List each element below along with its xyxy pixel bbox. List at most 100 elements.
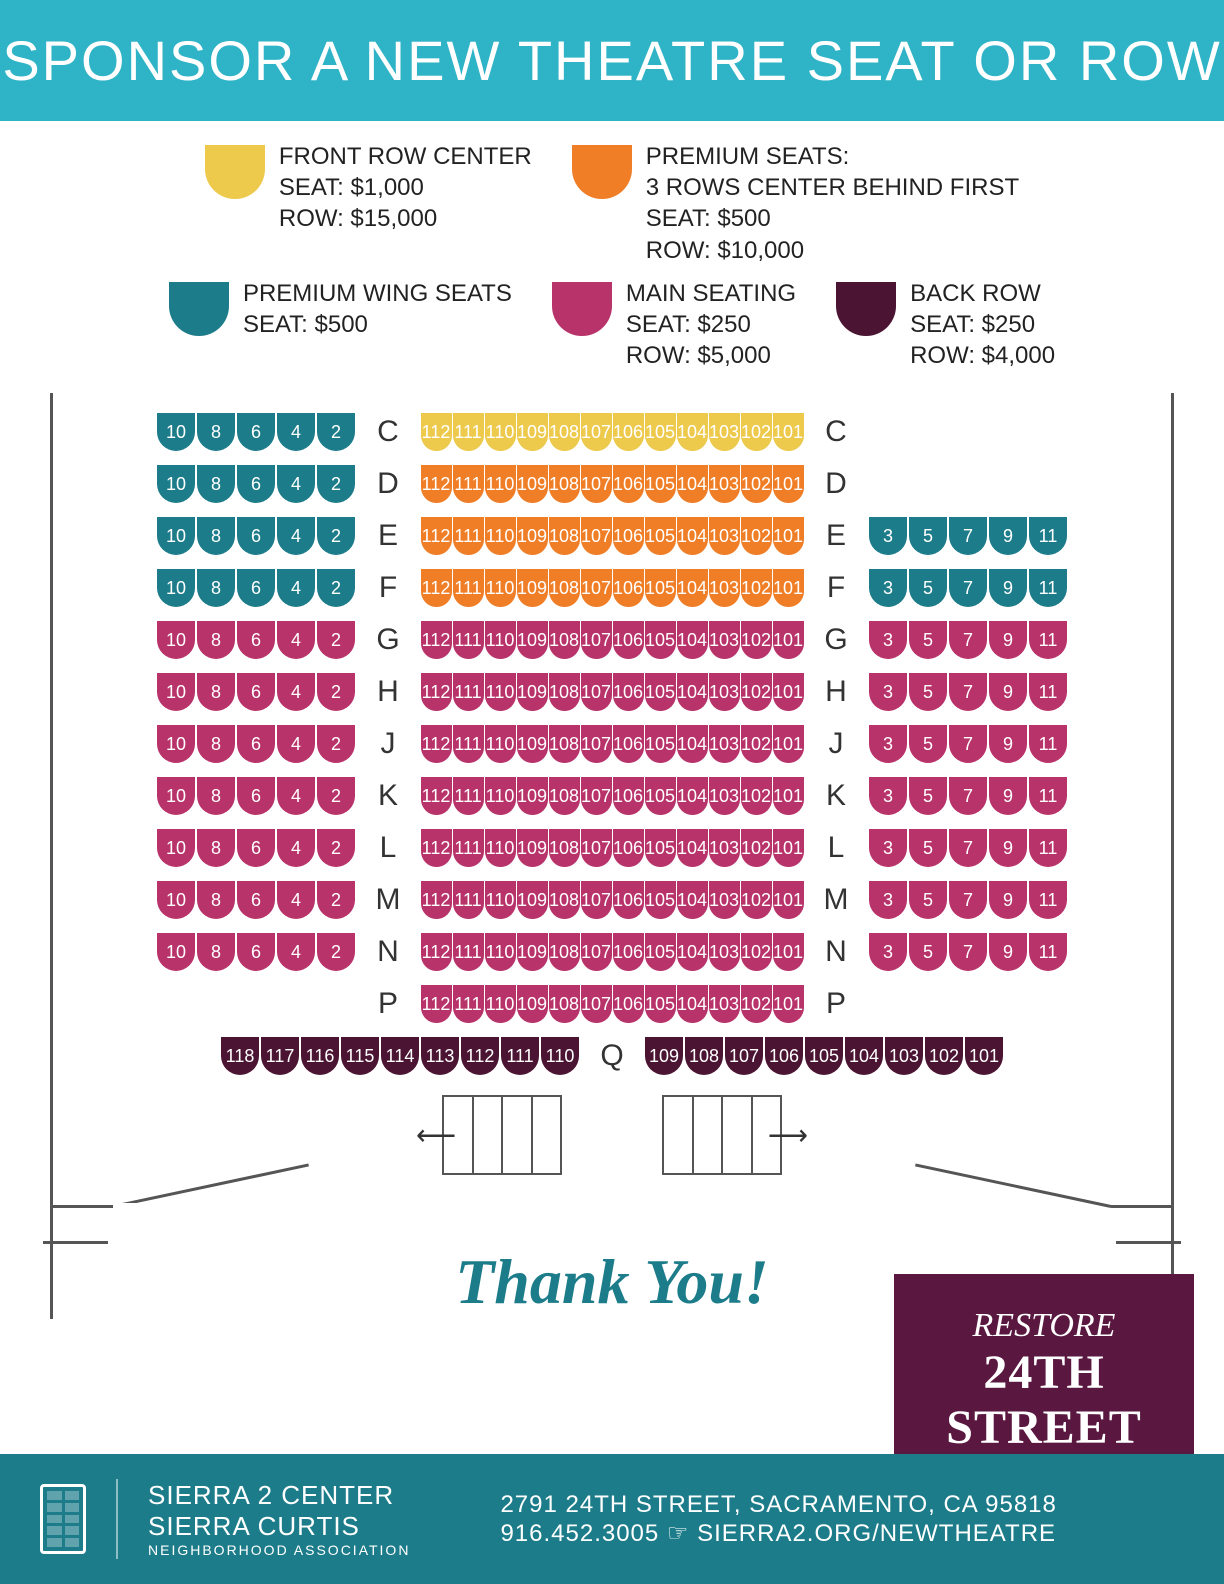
seat[interactable]: 112	[421, 725, 452, 763]
seat[interactable]: 110	[485, 985, 516, 1023]
seat[interactable]: 105	[645, 465, 676, 503]
seat[interactable]: 110	[541, 1037, 579, 1075]
seat[interactable]: 10	[157, 569, 195, 607]
seat[interactable]: 102	[741, 985, 772, 1023]
seat[interactable]: 106	[613, 829, 644, 867]
seat[interactable]: 5	[909, 933, 947, 971]
seat[interactable]: 112	[461, 1037, 499, 1075]
seat[interactable]: 109	[517, 881, 548, 919]
seat[interactable]: 4	[277, 829, 315, 867]
seat[interactable]: 10	[157, 517, 195, 555]
seat[interactable]: 110	[485, 881, 516, 919]
seat[interactable]: 102	[741, 517, 772, 555]
seat[interactable]: 4	[277, 465, 315, 503]
seat[interactable]: 9	[989, 517, 1027, 555]
seat[interactable]: 102	[741, 725, 772, 763]
seat[interactable]: 109	[517, 933, 548, 971]
seat[interactable]: 11	[1029, 881, 1067, 919]
seat[interactable]: 106	[613, 465, 644, 503]
seat[interactable]: 10	[157, 621, 195, 659]
seat[interactable]: 111	[453, 881, 484, 919]
seat[interactable]: 104	[677, 829, 708, 867]
seat[interactable]: 111	[453, 829, 484, 867]
seat[interactable]: 7	[949, 569, 987, 607]
seat[interactable]: 4	[277, 933, 315, 971]
seat[interactable]: 112	[421, 517, 452, 555]
seat[interactable]: 109	[517, 725, 548, 763]
seat[interactable]: 6	[237, 777, 275, 815]
seat[interactable]: 10	[157, 777, 195, 815]
seat[interactable]: 105	[805, 1037, 843, 1075]
seat[interactable]: 102	[741, 465, 772, 503]
seat[interactable]: 102	[741, 829, 772, 867]
seat[interactable]: 108	[549, 777, 580, 815]
seat[interactable]: 10	[157, 725, 195, 763]
seat[interactable]: 3	[869, 673, 907, 711]
seat[interactable]: 109	[517, 465, 548, 503]
seat[interactable]: 103	[709, 413, 740, 451]
seat[interactable]: 110	[485, 517, 516, 555]
seat[interactable]: 6	[237, 413, 275, 451]
seat[interactable]: 3	[869, 517, 907, 555]
seat[interactable]: 105	[645, 881, 676, 919]
seat[interactable]: 107	[581, 569, 612, 607]
seat[interactable]: 102	[741, 569, 772, 607]
seat[interactable]: 104	[677, 985, 708, 1023]
seat[interactable]: 2	[317, 413, 355, 451]
seat[interactable]: 9	[989, 881, 1027, 919]
seat[interactable]: 104	[677, 725, 708, 763]
seat[interactable]: 5	[909, 621, 947, 659]
seat[interactable]: 4	[277, 517, 315, 555]
seat[interactable]: 101	[773, 465, 804, 503]
seat[interactable]: 101	[773, 569, 804, 607]
seat[interactable]: 8	[197, 829, 235, 867]
seat[interactable]: 11	[1029, 777, 1067, 815]
seat[interactable]: 106	[613, 413, 644, 451]
seat[interactable]: 102	[925, 1037, 963, 1075]
seat[interactable]: 104	[845, 1037, 883, 1075]
seat[interactable]: 112	[421, 881, 452, 919]
seat[interactable]: 103	[885, 1037, 923, 1075]
seat[interactable]: 8	[197, 517, 235, 555]
seat[interactable]: 3	[869, 725, 907, 763]
seat[interactable]: 107	[581, 621, 612, 659]
seat[interactable]: 110	[485, 933, 516, 971]
seat[interactable]: 108	[549, 621, 580, 659]
seat[interactable]: 105	[645, 777, 676, 815]
seat[interactable]: 5	[909, 673, 947, 711]
seat[interactable]: 107	[581, 673, 612, 711]
seat[interactable]: 11	[1029, 621, 1067, 659]
seat[interactable]: 9	[989, 725, 1027, 763]
seat[interactable]: 106	[613, 725, 644, 763]
seat[interactable]: 110	[485, 725, 516, 763]
seat[interactable]: 3	[869, 829, 907, 867]
seat[interactable]: 8	[197, 465, 235, 503]
seat[interactable]: 102	[741, 621, 772, 659]
seat[interactable]: 110	[485, 829, 516, 867]
seat[interactable]: 111	[453, 413, 484, 451]
seat[interactable]: 111	[453, 673, 484, 711]
seat[interactable]: 110	[485, 569, 516, 607]
seat[interactable]: 9	[989, 829, 1027, 867]
seat[interactable]: 111	[453, 777, 484, 815]
seat[interactable]: 108	[549, 517, 580, 555]
seat[interactable]: 5	[909, 569, 947, 607]
seat[interactable]: 105	[645, 621, 676, 659]
seat[interactable]: 7	[949, 777, 987, 815]
seat[interactable]: 109	[517, 829, 548, 867]
seat[interactable]: 2	[317, 465, 355, 503]
seat[interactable]: 107	[581, 725, 612, 763]
seat[interactable]: 115	[341, 1037, 379, 1075]
seat[interactable]: 107	[581, 881, 612, 919]
seat[interactable]: 4	[277, 881, 315, 919]
seat[interactable]: 109	[517, 621, 548, 659]
seat[interactable]: 5	[909, 517, 947, 555]
seat[interactable]: 6	[237, 829, 275, 867]
seat[interactable]: 5	[909, 829, 947, 867]
seat[interactable]: 110	[485, 621, 516, 659]
seat[interactable]: 106	[613, 673, 644, 711]
seat[interactable]: 112	[421, 413, 452, 451]
seat[interactable]: 7	[949, 933, 987, 971]
seat[interactable]: 108	[549, 829, 580, 867]
seat[interactable]: 108	[549, 881, 580, 919]
